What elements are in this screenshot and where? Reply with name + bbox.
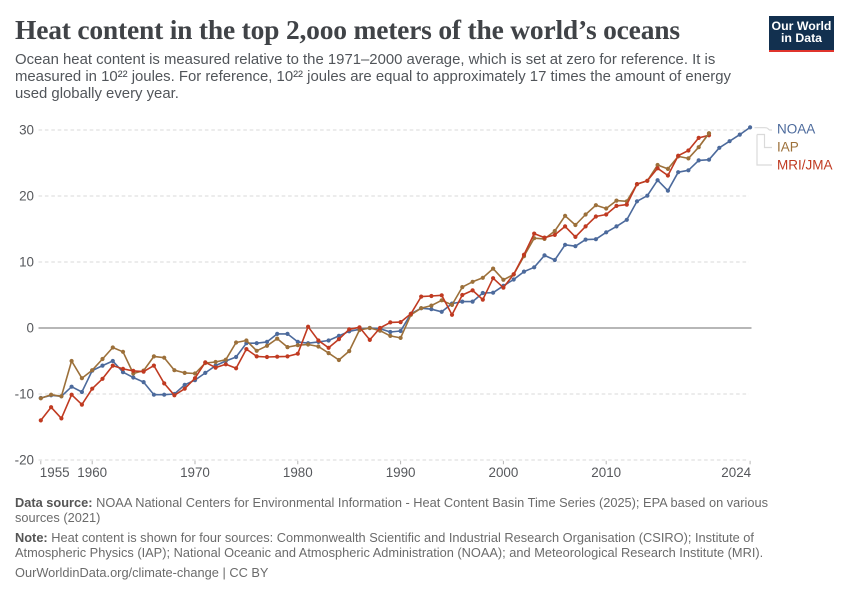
svg-text:1990: 1990	[386, 465, 416, 480]
svg-text:MRI/JMA: MRI/JMA	[777, 158, 833, 173]
svg-text:30: 30	[19, 122, 34, 137]
svg-text:2024: 2024	[721, 465, 751, 480]
svg-text:2000: 2000	[489, 465, 519, 480]
svg-text:-10: -10	[15, 386, 34, 401]
svg-text:NOAA: NOAA	[777, 122, 815, 137]
svg-text:10: 10	[19, 254, 34, 269]
svg-text:0: 0	[27, 320, 34, 335]
svg-text:2010: 2010	[591, 465, 621, 480]
svg-text:1970: 1970	[180, 465, 210, 480]
svg-text:IAP: IAP	[777, 140, 799, 155]
svg-text:1955: 1955	[40, 465, 70, 480]
svg-text:20: 20	[19, 188, 34, 203]
svg-text:-20: -20	[15, 452, 34, 467]
svg-text:1980: 1980	[283, 465, 313, 480]
svg-text:1960: 1960	[77, 465, 107, 480]
